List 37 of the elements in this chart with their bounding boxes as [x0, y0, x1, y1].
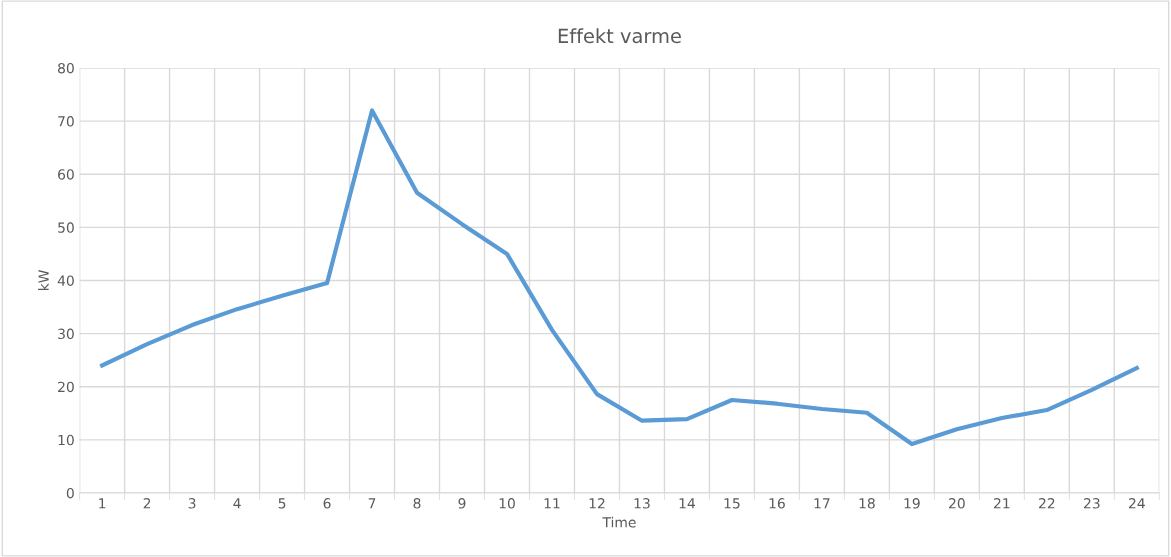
- x-tick-label: 19: [904, 498, 920, 509]
- x-tick-label: 14: [679, 498, 695, 509]
- x-tick-label: 3: [188, 498, 196, 509]
- x-tick-label: 24: [1128, 498, 1145, 509]
- x-tick-label: 23: [1083, 498, 1100, 509]
- x-tick-label: 11: [544, 498, 560, 509]
- line-series: [100, 108, 1139, 447]
- x-tick-label: 5: [278, 498, 286, 509]
- y-tick-label: 40: [57, 275, 74, 286]
- x-tick-label: 4: [233, 498, 241, 509]
- chart-title: Effekt varme: [558, 28, 681, 44]
- x-tick-label: 9: [458, 498, 466, 509]
- x-tick-label: 2: [143, 498, 151, 509]
- x-tick-label: 6: [323, 498, 331, 509]
- x-tick-label: 13: [634, 498, 650, 509]
- x-tick-label: 7: [368, 498, 376, 509]
- x-tick-label: 18: [859, 498, 875, 509]
- y-tick-label: 80: [58, 62, 74, 74]
- x-tick-label: 10: [499, 498, 515, 509]
- y-tick-label: 20: [58, 381, 74, 393]
- y-tick-label: 10: [58, 434, 74, 446]
- x-axis-title: Time: [602, 516, 636, 528]
- x-tick-label: 16: [769, 498, 785, 509]
- y-tick-label: 60: [58, 169, 74, 180]
- x-tick-label: 20: [949, 498, 965, 509]
- y-tick-label: 70: [58, 116, 74, 127]
- y-tick-label: 0: [66, 487, 74, 499]
- x-tick-label: 15: [724, 498, 740, 509]
- x-tick-label: 21: [994, 498, 1010, 509]
- y-tick-label: 30: [58, 328, 74, 340]
- y-tick-label: 50: [58, 222, 74, 233]
- y-axis-title: kW: [38, 270, 49, 291]
- x-tick-label: 22: [1039, 498, 1055, 509]
- x-tick-label: 1: [99, 498, 106, 509]
- x-tick-label: 17: [814, 498, 830, 509]
- x-tick-label: 8: [413, 498, 421, 509]
- x-tick-label: 12: [589, 498, 605, 509]
